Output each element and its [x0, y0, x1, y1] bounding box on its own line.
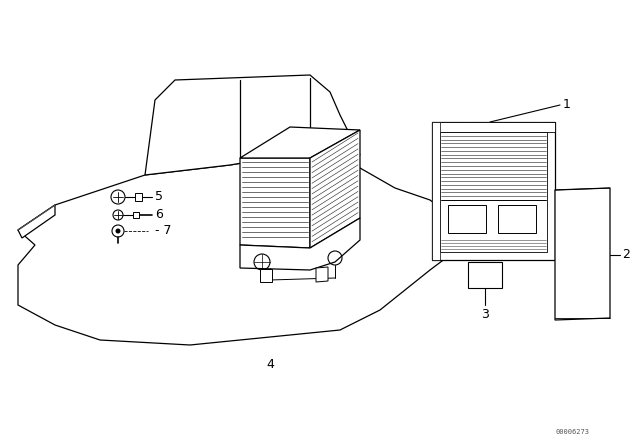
Text: 6: 6 [155, 208, 163, 221]
Polygon shape [468, 262, 502, 288]
Polygon shape [498, 205, 536, 233]
Polygon shape [260, 269, 272, 282]
Polygon shape [135, 193, 142, 201]
Polygon shape [432, 122, 555, 260]
Polygon shape [448, 205, 486, 233]
Polygon shape [310, 130, 360, 248]
Polygon shape [240, 218, 360, 270]
Polygon shape [145, 75, 360, 175]
Text: 5: 5 [155, 190, 163, 203]
Polygon shape [18, 205, 55, 238]
Polygon shape [432, 122, 555, 132]
Text: - 7: - 7 [155, 224, 172, 237]
Polygon shape [555, 188, 610, 320]
Polygon shape [440, 130, 547, 252]
Text: 00006273: 00006273 [556, 429, 590, 435]
Text: 3: 3 [481, 308, 489, 321]
Polygon shape [432, 122, 440, 260]
Circle shape [115, 228, 120, 233]
Text: 4: 4 [266, 358, 274, 371]
Text: 1: 1 [563, 98, 571, 111]
Polygon shape [18, 155, 450, 345]
Polygon shape [316, 267, 328, 282]
Text: 2: 2 [622, 249, 630, 262]
Polygon shape [240, 127, 360, 158]
Polygon shape [240, 158, 310, 248]
Polygon shape [133, 212, 139, 218]
